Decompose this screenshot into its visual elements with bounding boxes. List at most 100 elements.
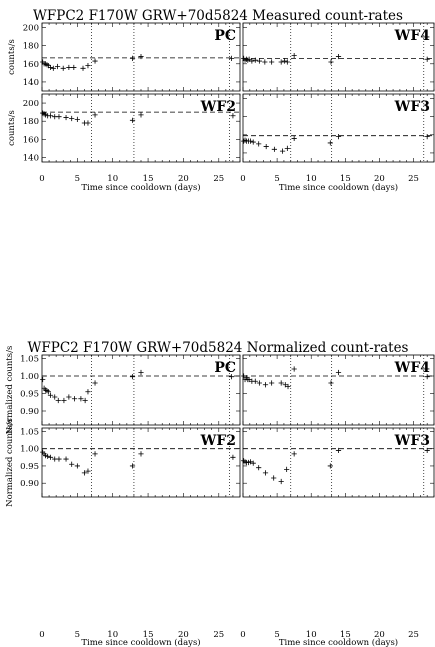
x-tick-label: 15 — [143, 174, 154, 184]
data-point — [256, 465, 262, 471]
data-point — [228, 374, 235, 380]
data-point — [269, 380, 275, 386]
data-point — [129, 117, 136, 123]
data-point — [138, 451, 144, 457]
data-point — [230, 454, 236, 460]
y-tick-label: 180 — [23, 42, 39, 52]
data-point — [92, 58, 98, 64]
data-point — [82, 397, 88, 404]
data-point — [63, 114, 69, 121]
data-point — [256, 141, 262, 147]
x-tick-label: 5 — [274, 630, 279, 640]
data-point — [85, 120, 91, 126]
data-point — [44, 62, 50, 68]
data-point — [284, 145, 290, 151]
data-point — [74, 463, 80, 469]
y-axis-label: counts/s — [7, 39, 17, 75]
x-tick-label: 20 — [374, 630, 385, 640]
x-axis-label: Time since cooldown (days) — [81, 182, 200, 193]
data-point — [85, 468, 91, 474]
data-point — [69, 461, 75, 467]
y-axis-label: Normalized counts/s — [5, 418, 15, 507]
y-tick-label: 200 — [23, 99, 39, 109]
data-point — [335, 369, 342, 376]
data-point — [262, 470, 269, 476]
x-axis-label: Time since cooldown (days) — [81, 637, 200, 647]
data-point — [256, 58, 262, 64]
y-tick-label: 0.90 — [20, 407, 39, 417]
x-tick-label: 10 — [107, 630, 118, 640]
data-point — [262, 59, 268, 65]
data-point — [282, 58, 288, 64]
data-point — [81, 470, 88, 476]
data-point — [328, 59, 334, 65]
data-point — [335, 53, 342, 60]
data-point — [78, 396, 84, 402]
data-point — [282, 382, 288, 388]
data-point — [327, 463, 333, 469]
panel-label: WF3 — [394, 99, 430, 115]
chart-title: WFPC2 F170W GRW+70d5824 Measured count-r… — [33, 8, 403, 24]
data-point — [247, 138, 254, 144]
y-axis-label: Normalized counts/s — [5, 346, 15, 435]
y-tick-label: 0.90 — [20, 479, 39, 489]
data-point — [279, 148, 286, 154]
data-point — [138, 53, 144, 60]
x-tick-label: 5 — [75, 630, 80, 640]
data-point — [56, 456, 62, 462]
y-tick-label: 180 — [23, 117, 39, 127]
data-point — [47, 64, 54, 71]
panel-frame — [41, 354, 241, 426]
x-tick-label: 20 — [374, 174, 385, 184]
data-point — [55, 397, 61, 404]
y-tick-label: 1.00 — [20, 372, 39, 382]
data-point — [71, 396, 78, 402]
data-point — [66, 394, 72, 400]
data-point — [228, 55, 235, 61]
y-tick-label: 0.95 — [20, 390, 39, 400]
data-point — [47, 113, 54, 119]
data-point — [66, 64, 72, 71]
data-point — [92, 451, 98, 457]
y-tick-label: 0.95 — [20, 462, 39, 472]
data-point — [262, 382, 269, 388]
data-point — [241, 373, 247, 379]
data-point — [246, 56, 252, 62]
data-point — [92, 380, 98, 386]
data-point — [129, 463, 136, 469]
x-tick-label: 20 — [178, 630, 189, 640]
panel-label: PC — [214, 360, 236, 376]
data-point — [424, 374, 430, 380]
data-point — [45, 389, 51, 395]
data-point — [271, 146, 277, 152]
x-tick-label: 0 — [39, 630, 44, 640]
data-point — [269, 59, 275, 65]
data-point — [284, 59, 290, 65]
y-tick-label: 200 — [23, 24, 39, 34]
data-point — [249, 58, 255, 64]
data-point — [129, 55, 136, 61]
data-point — [327, 140, 333, 146]
data-point — [92, 112, 98, 118]
data-point — [54, 63, 61, 70]
x-tick-label: 25 — [213, 174, 224, 184]
data-point — [47, 454, 54, 460]
data-point — [45, 453, 51, 459]
data-point — [278, 478, 284, 485]
panel-label: WF3 — [394, 433, 430, 449]
data-point — [291, 135, 297, 142]
data-point — [40, 376, 46, 383]
data-point — [138, 369, 144, 376]
y-tick-label: 1.05 — [20, 427, 39, 437]
x-tick-label: 15 — [340, 630, 351, 640]
y-tick-label: 1.05 — [20, 355, 39, 365]
data-point — [285, 383, 291, 390]
data-point — [250, 460, 256, 466]
x-tick-label: 10 — [107, 174, 118, 184]
data-point — [247, 459, 254, 465]
x-tick-label: 25 — [213, 630, 224, 640]
x-tick-label: 5 — [274, 174, 279, 184]
data-point — [61, 397, 67, 404]
y-tick-label: 160 — [23, 135, 39, 145]
